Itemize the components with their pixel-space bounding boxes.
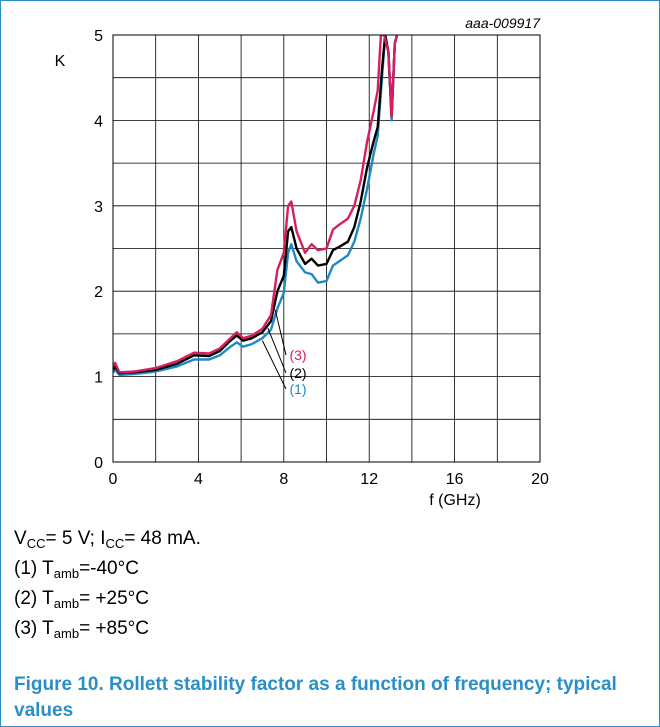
series-labels: (1)(2) (3) (262, 309, 307, 397)
y-tick-label: 4 (94, 113, 103, 130)
x-tick-label: 0 (109, 471, 118, 488)
y-tick-label: 5 (94, 28, 103, 45)
y-tick-label: 0 (94, 455, 103, 472)
x-tick-label: 8 (279, 471, 288, 488)
y-tick-label: 1 (94, 370, 103, 387)
y-axis-ticks: 0 1 2 3 4 5 (94, 28, 103, 472)
legend-item-1: (1) Tamb=-40°C (14, 558, 139, 581)
conditions-line: VCC= 5 V; ICC= 48 mA. (14, 528, 201, 551)
series-leader-line-2 (267, 327, 287, 374)
figure-title: Figure 10. Rollett stability factor as a… (14, 674, 617, 721)
y-tick-label: 3 (94, 199, 103, 216)
plot-border (112, 34, 541, 463)
series-label-2: (2) (289, 365, 306, 381)
x-tick-label: 20 (531, 471, 549, 488)
series-label-1: (1) (289, 381, 306, 397)
series-line-2 (113, 35, 399, 375)
x-tick-label: 12 (360, 471, 378, 488)
series-leader-line-3 (274, 309, 287, 356)
series-leader-line-1 (262, 340, 287, 390)
series-label-3: (3) (289, 347, 306, 363)
series-line-1 (113, 35, 399, 377)
x-tick-label: 4 (194, 471, 203, 488)
chart-series (113, 35, 399, 377)
x-axis-ticks: 0 4 8 12 16 20 (109, 471, 549, 488)
chart-id-label: aaa-009917 (465, 15, 541, 31)
y-axis-label: K (55, 53, 66, 70)
x-axis-label: f (GHz) (429, 492, 481, 509)
legend-item-3: (3) Tamb= +85°C (14, 618, 149, 641)
x-tick-label: 16 (446, 471, 464, 488)
y-tick-label: 2 (94, 284, 103, 301)
series-line-3 (113, 35, 399, 374)
figure-caption: VCC= 5 V; ICC= 48 mA. (1) Tamb=-40°C (2)… (14, 524, 201, 644)
legend-item-2: (2) Tamb= +25°C (14, 588, 149, 611)
